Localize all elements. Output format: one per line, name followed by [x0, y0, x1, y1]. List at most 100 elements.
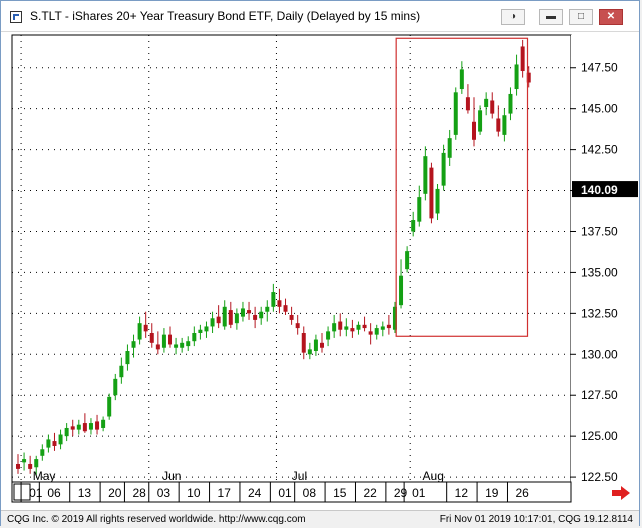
- candle-body: [180, 342, 185, 348]
- candle-body: [478, 110, 483, 132]
- candle-body: [289, 314, 294, 320]
- candle-body: [374, 328, 379, 335]
- candle-body: [204, 326, 209, 332]
- candle-body: [380, 326, 385, 330]
- candle-body: [28, 463, 33, 469]
- candle-body: [472, 121, 476, 140]
- candle-body: [326, 331, 331, 340]
- candle-body: [76, 424, 81, 430]
- candle-body: [338, 321, 343, 330]
- month-label: Jul: [292, 469, 307, 483]
- candle-body: [70, 426, 75, 430]
- x-tick-label: 29: [394, 486, 408, 500]
- candle-body: [253, 314, 258, 320]
- x-tick-label: 28: [132, 486, 146, 500]
- attach-icon[interactable]: ◑: [501, 9, 525, 25]
- candle-body: [465, 97, 470, 111]
- candle-body: [332, 323, 337, 332]
- candle-body: [386, 324, 391, 329]
- x-tick-label: 08: [303, 486, 317, 500]
- x-tick-label: 12: [455, 486, 469, 500]
- timestamp-text: Fri Nov 01 2019 10:17:01, CQG 19.12.8114: [439, 514, 633, 525]
- candle-body: [222, 306, 227, 327]
- y-tick-label: 137.50: [581, 224, 618, 238]
- candle-body: [82, 423, 87, 432]
- candle-body: [490, 100, 495, 114]
- x-tick-label: 01: [29, 486, 43, 500]
- close-icon[interactable]: ✕: [599, 9, 623, 25]
- candle-body: [392, 306, 397, 330]
- candle-body: [155, 344, 160, 350]
- candle-body: [320, 342, 324, 348]
- candle-body: [168, 334, 172, 345]
- candle-body: [441, 152, 446, 186]
- x-tick-label: 20: [108, 486, 122, 500]
- candle-body: [520, 46, 525, 72]
- candle-body: [453, 92, 458, 135]
- window-title: S.TLT - iShares 20+ Year Treasury Bond E…: [30, 9, 421, 23]
- candle-body: [107, 396, 112, 417]
- x-axis-bar: [11, 481, 572, 503]
- candle-body: [447, 138, 452, 158]
- y-tick-label: 125.00: [581, 429, 618, 443]
- candle-body: [247, 310, 252, 314]
- candle-body: [423, 156, 428, 194]
- candle-body: [435, 188, 440, 214]
- plot-area: [11, 34, 572, 483]
- x-tick-label: 26: [515, 486, 529, 500]
- candle-body: [283, 305, 288, 312]
- x-tick-label: 06: [47, 486, 61, 500]
- x-tick-label: 03: [157, 486, 171, 500]
- y-axis-panel: [571, 35, 637, 482]
- y-tick-label: 135.00: [581, 265, 618, 279]
- candle-body: [192, 333, 197, 342]
- candle-body: [46, 439, 51, 448]
- y-tick-label: 132.50: [581, 306, 618, 320]
- candle-body: [240, 308, 245, 317]
- y-tick-label: 147.50: [581, 61, 618, 75]
- candle-body: [356, 324, 361, 330]
- x-tick-label: 24: [248, 486, 262, 500]
- candle-body: [429, 167, 434, 219]
- x-tick-label: 10: [187, 486, 201, 500]
- candle-body: [58, 434, 63, 445]
- candle-body: [514, 64, 519, 90]
- candle-body: [95, 421, 100, 430]
- candle-body: [119, 365, 124, 378]
- x-tick-label: 15: [333, 486, 347, 500]
- candle-body: [186, 341, 191, 347]
- candle-body: [313, 339, 318, 352]
- last-price-box: [572, 181, 638, 198]
- candle-body: [143, 324, 148, 332]
- candle-body: [301, 333, 306, 353]
- candle-body: [16, 463, 20, 469]
- candle-body: [125, 351, 130, 365]
- x-tick-label: 22: [363, 486, 377, 500]
- restore-icon[interactable]: □: [569, 9, 593, 25]
- candle-body: [131, 341, 136, 348]
- candle-body: [295, 323, 300, 329]
- candle-body: [417, 197, 422, 222]
- candle-body: [174, 344, 179, 348]
- candle-body: [526, 72, 531, 83]
- candle-body: [508, 93, 513, 114]
- minimize-icon[interactable]: ▬: [539, 9, 563, 25]
- candle-body: [137, 323, 142, 340]
- x-tick-label: 17: [218, 486, 232, 500]
- scroll-right-arrow-icon[interactable]: [611, 485, 631, 501]
- y-tick-label: 122.50: [581, 470, 618, 484]
- candle-body: [344, 326, 349, 330]
- month-label: May: [33, 469, 56, 483]
- candle-body: [259, 311, 264, 319]
- candle-body: [362, 324, 367, 329]
- candle-body: [496, 118, 501, 132]
- candle-body: [484, 98, 489, 108]
- price-chart[interactable]: 122.50 125.00 127.50 130.00 132.50 135.00 137.…: [1, 31, 639, 509]
- candle-body: [234, 313, 239, 324]
- last-price-label: 140.09: [581, 183, 618, 197]
- candle-body: [265, 306, 270, 312]
- highlight-box: [395, 37, 529, 337]
- candle-body: [405, 251, 410, 270]
- x-tick-label: 01: [278, 486, 292, 500]
